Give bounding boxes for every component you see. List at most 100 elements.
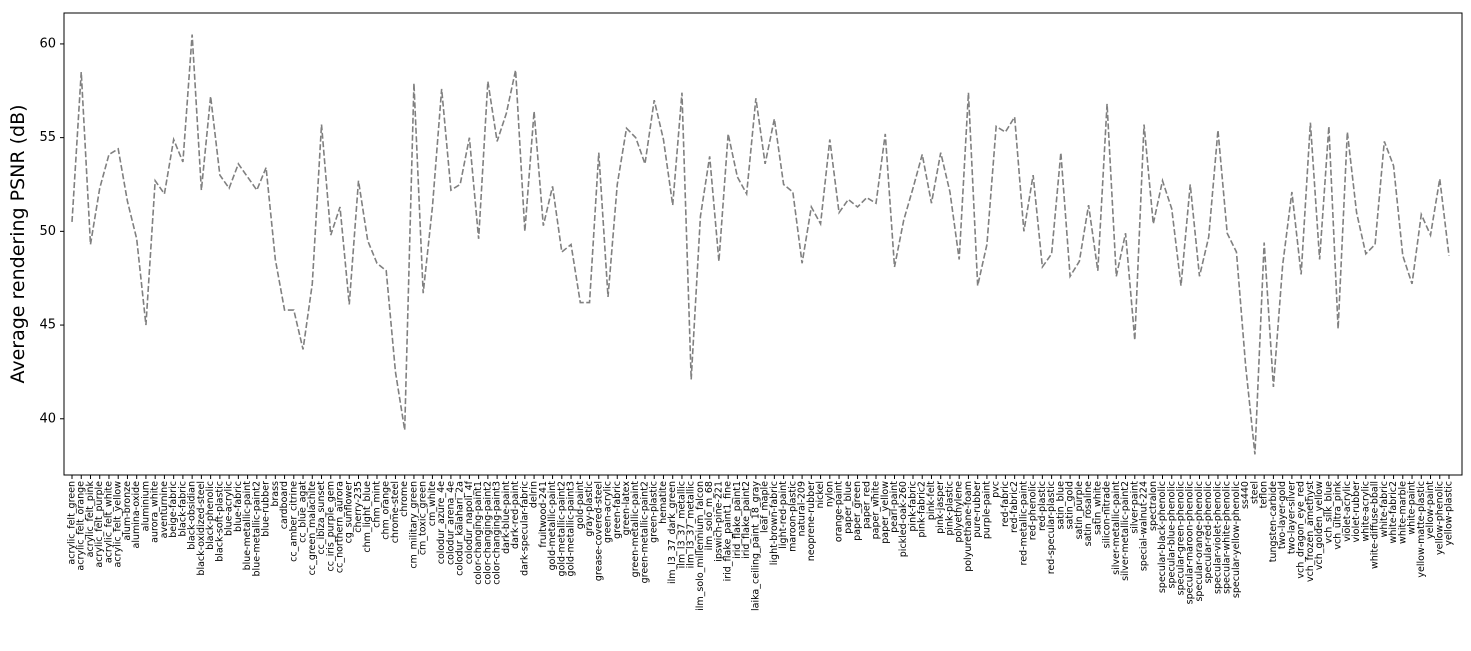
x-tick-label: delrin: [529, 481, 540, 508]
x-tick-label: white-marble: [1397, 481, 1408, 544]
x-tick-label: violet-acrylic: [1342, 481, 1353, 542]
x-tick-label: aluminium: [140, 481, 151, 531]
x-tick-label: cm_military_green: [408, 481, 419, 569]
x-tick-label: red-metallic-paint: [1018, 481, 1029, 566]
x-tick-label: teflon: [1259, 481, 1270, 508]
x-tick-label: satin_white: [1092, 481, 1103, 535]
x-tick-label: fruitwood-241: [538, 481, 549, 548]
x-tick-label: black-phenolic: [205, 481, 216, 550]
x-tick-label: silver-metallic-paint2: [1120, 481, 1131, 581]
x-tick-label: color-changing-paint2: [482, 481, 493, 585]
x-tick-label: color-changing-paint1: [473, 481, 484, 585]
x-tick-label: acrylic_felt_purple: [94, 481, 105, 568]
x-tick-label: leaf_maple: [760, 481, 771, 533]
x-tick-label: ss440: [1240, 481, 1251, 509]
x-tick-label: specular-white-phenolic: [1222, 481, 1233, 594]
x-tick-label: specular-black-phenolic: [1157, 481, 1168, 593]
x-tick-label: acrylic_felt_orange: [76, 481, 87, 571]
x-tick-label: pink-felt: [926, 481, 937, 520]
x-tick-label: white-fabric2: [1388, 481, 1399, 543]
x-tick-label: red-plastic: [1037, 481, 1048, 531]
x-tick-label: specular-red-phenolic: [1203, 481, 1214, 584]
x-tick-label: pink-fabric2: [917, 481, 928, 538]
x-tick-label: grease-covered-steel: [593, 481, 604, 581]
x-tick-label: irid_flake_paint2: [741, 481, 752, 559]
x-tick-label: polyurethane-foam: [963, 481, 974, 572]
x-tick-label: white-acrylic: [1360, 481, 1371, 542]
x-tick-label: chm_light_blue: [362, 481, 373, 553]
x-tick-label: pearl-paint: [889, 481, 900, 533]
x-tick-label: violet-rubber: [1351, 481, 1362, 543]
x-tick-label: pink-jasper: [935, 481, 946, 534]
x-tick-label: irid_flake_paint1: [732, 481, 743, 559]
x-tick-label: green-latex: [621, 481, 632, 536]
x-tick-label: nylon: [824, 481, 835, 507]
x-tick-label: paper_red: [861, 481, 872, 529]
x-tick-label: paper_blue: [843, 481, 854, 534]
x-tick-label: specular-orange-phenolic: [1194, 481, 1205, 602]
x-tick-label: silicon-nitrade: [1102, 481, 1113, 548]
x-tick-label: paper_green: [852, 481, 863, 541]
x-tick-label: paper_white: [871, 481, 882, 540]
x-tick-label: cg_sunflower: [344, 481, 355, 543]
x-tick-label: specular-green-phenolic: [1175, 481, 1186, 595]
x-tick-label: acrylic_felt_green: [67, 481, 78, 565]
x-tick-label: red-phenolic: [1028, 481, 1039, 540]
x-tick-label: special-walnut-224: [1139, 481, 1150, 571]
x-tick-label: acrylic_felt_pink: [85, 481, 96, 558]
x-tick-label: acrylic_felt_yellow: [113, 481, 124, 568]
x-tick-label: gray-plastic: [584, 481, 595, 537]
x-tick-label: color-changing-paint3: [492, 481, 503, 585]
x-tick-label: specular-yellow-phenolic: [1231, 481, 1242, 598]
x-tick-label: green-acrylic: [603, 481, 614, 543]
x-tick-label: aventurnine: [159, 481, 170, 538]
x-tick-label: specular-violet-phenolic: [1212, 481, 1223, 594]
x-tick-label: dark-specular-fabric: [519, 481, 530, 576]
data-line: [71, 34, 1450, 455]
x-tick-label: ilm_solo_millennium_falcon: [695, 481, 706, 611]
x-tick-label: chrome: [399, 481, 410, 517]
x-tick-label: nickel: [815, 481, 826, 509]
x-tick-label: cc_iris_purple_gem: [325, 481, 336, 571]
x-tick-label: silver-metallic-paint: [1111, 481, 1122, 575]
plot-frame: [63, 12, 1463, 476]
x-tick-label: white-fabric: [1379, 481, 1390, 537]
x-tick-label: beige-fabric: [168, 481, 179, 538]
x-tick-label: paper_yellow: [880, 481, 891, 544]
x-tick-label: cc_amber_citrine: [288, 481, 299, 562]
x-tick-label: black-soft-plastic: [214, 481, 225, 562]
x-tick-label: satin_purple: [1074, 481, 1085, 540]
y-tick-label: 55: [39, 130, 56, 145]
x-tick-label: cardboard: [279, 481, 290, 529]
x-tick-label: vch_golden_yellow: [1314, 481, 1325, 570]
x-tick-label: green-fabric: [612, 481, 623, 539]
x-tick-label: alum-bronze: [122, 481, 133, 541]
x-tick-label: natural-209: [797, 481, 808, 537]
y-axis-label: Average rendering PSNR (dB): [7, 104, 29, 383]
x-tick-label: cherry-235: [353, 481, 364, 533]
x-tick-label: ipswich-pine-221: [713, 481, 724, 562]
x-tick-label: red-fabric2: [1009, 481, 1020, 533]
x-tick-label: blue-rubber: [261, 481, 272, 537]
x-tick-label: white-paint: [1407, 481, 1418, 535]
x-tick-label: black-fabric: [177, 481, 188, 537]
x-tick-label: black-obsidian: [187, 481, 198, 550]
x-tick-label: two-layer-silver: [1286, 481, 1297, 554]
x-tick-label: pickled-oak-260: [898, 481, 909, 557]
x-tick-label: cc_blue_agat: [298, 481, 309, 543]
x-tick-label: maroon-plastic: [787, 481, 798, 552]
x-tick-label: gold-metallic-paint3: [566, 481, 577, 576]
x-tick-label: gold-paint: [575, 481, 586, 529]
x-tick-label: cc_ibiza_sunset: [316, 481, 327, 555]
x-tick-label: ilm_l3_37_dark_green: [667, 481, 678, 584]
x-tick-label: black-oxidized-steel: [196, 481, 207, 576]
x-tick-label: vch_ultra_pink: [1333, 481, 1344, 550]
x-tick-label: yellow-phenolic: [1434, 481, 1445, 555]
x-tick-label: colodur_kalahari_2a: [455, 481, 466, 576]
x-tick-label: alumina-oxide: [131, 481, 142, 549]
x-tick-label: colodur_arena_4e: [445, 481, 456, 565]
x-tick-label: green-plastic: [649, 481, 660, 543]
x-tick-label: blue-acrylic: [224, 481, 235, 536]
x-tick-label: vch_silk_blue: [1323, 481, 1334, 544]
x-tick-label: pink-plastic: [944, 481, 955, 536]
